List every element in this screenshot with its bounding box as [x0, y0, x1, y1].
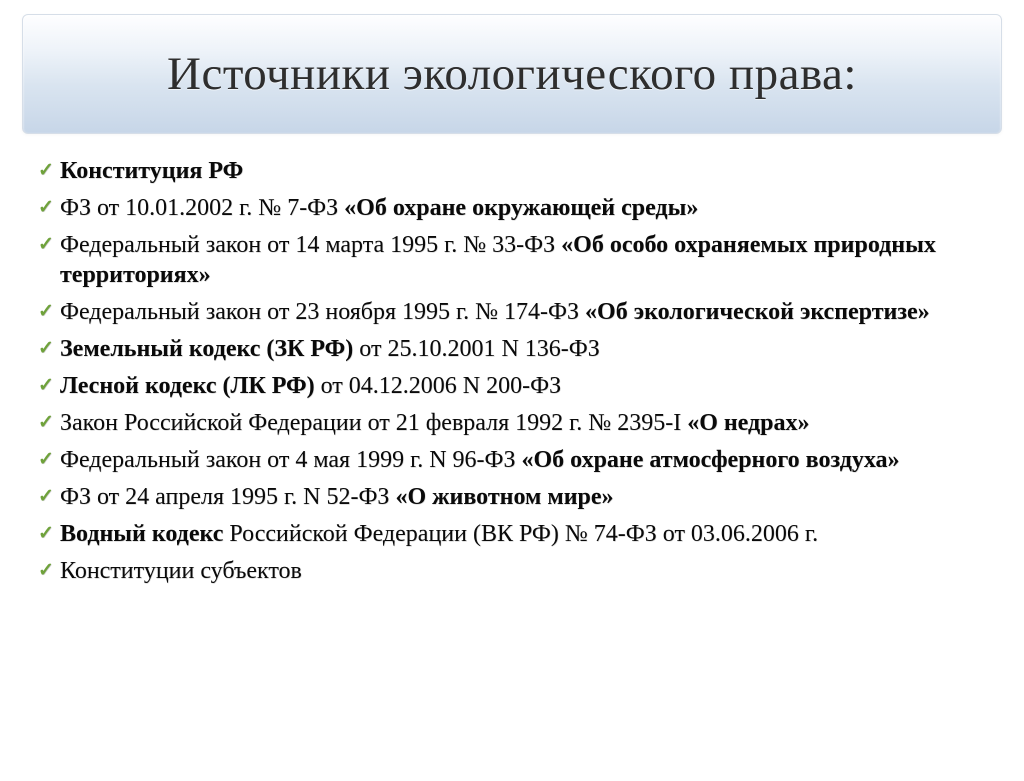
bold-segment: Конституция РФ [60, 158, 243, 184]
plain-segment: ФЗ от 10.01.2002 г. № 7-ФЗ [60, 195, 344, 221]
list-item-text: ФЗ от 10.01.2002 г. № 7-ФЗ «Об охране ок… [60, 193, 698, 223]
list-item-text: Федеральный закон от 4 мая 1999 г. N 96-… [60, 445, 900, 475]
list-item: ✓Земельный кодекс (ЗК РФ) от 25.10.2001 … [38, 334, 986, 364]
bold-segment: Водный кодекс [60, 521, 223, 547]
check-icon: ✓ [38, 156, 60, 186]
content-list: ✓Конституция РФ✓ФЗ от 10.01.2002 г. № 7-… [0, 134, 1024, 586]
title-bar: Источники экологического права: [22, 14, 1002, 134]
list-item-text: Конституция РФ [60, 156, 243, 186]
list-item-text: Лесной кодекс (ЛК РФ) от 04.12.2006 N 20… [60, 371, 561, 401]
list-item: ✓ФЗ от 10.01.2002 г. № 7-ФЗ «Об охране о… [38, 193, 986, 223]
list-item: ✓Конституции субъектов [38, 556, 986, 586]
plain-segment: от 25.10.2001 N 136-ФЗ [353, 336, 599, 362]
bold-segment: «Об охране атмосферного воздуха» [522, 447, 900, 473]
plain-segment: Федеральный закон от 23 ноября 1995 г. №… [60, 299, 585, 325]
list-item: ✓Водный кодекс Российской Федерации (ВК … [38, 519, 986, 549]
bold-segment: «О недрах» [687, 410, 809, 436]
list-item-text: Водный кодекс Российской Федерации (ВК Р… [60, 519, 818, 549]
list-item-text: Земельный кодекс (ЗК РФ) от 25.10.2001 N… [60, 334, 600, 364]
check-icon: ✓ [38, 482, 60, 512]
plain-segment: ФЗ от 24 апреля 1995 г. N 52-ФЗ [60, 484, 395, 510]
plain-segment: Конституции субъектов [60, 558, 302, 584]
page-title: Источники экологического права: [167, 47, 857, 101]
check-icon: ✓ [38, 556, 60, 586]
list-item-text: Федеральный закон от 23 ноября 1995 г. №… [60, 297, 930, 327]
list-item-text: ФЗ от 24 апреля 1995 г. N 52-ФЗ «О живот… [60, 482, 614, 512]
plain-segment: Федеральный закон от 4 мая 1999 г. N 96-… [60, 447, 522, 473]
bold-segment: «О животном мире» [395, 484, 613, 510]
bold-segment: «Об охране окружающей среды» [344, 195, 698, 221]
plain-segment: Российской Федерации (ВК РФ) № 74-ФЗ от … [223, 521, 818, 547]
plain-segment: от 04.12.2006 N 200-ФЗ [315, 373, 561, 399]
check-icon: ✓ [38, 519, 60, 549]
check-icon: ✓ [38, 371, 60, 401]
list-item-text: Конституции субъектов [60, 556, 302, 586]
check-icon: ✓ [38, 334, 60, 364]
list-item: ✓ФЗ от 24 апреля 1995 г. N 52-ФЗ «О живо… [38, 482, 986, 512]
list-item: ✓Федеральный закон от 23 ноября 1995 г. … [38, 297, 986, 327]
list-item: ✓Конституция РФ [38, 156, 986, 186]
check-icon: ✓ [38, 297, 60, 327]
check-icon: ✓ [38, 445, 60, 475]
bold-segment: «Об экологической экспертизе» [585, 299, 930, 325]
bold-segment: Лесной кодекс (ЛК РФ) [60, 373, 315, 399]
list-item-text: Закон Российской Федерации от 21 февраля… [60, 408, 810, 438]
list-item: ✓Закон Российской Федерации от 21 феврал… [38, 408, 986, 438]
list-item-text: Федеральный закон от 14 марта 1995 г. № … [60, 230, 986, 290]
list-item: ✓Федеральный закон от 4 мая 1999 г. N 96… [38, 445, 986, 475]
list-item: ✓Лесной кодекс (ЛК РФ) от 04.12.2006 N 2… [38, 371, 986, 401]
plain-segment: Федеральный закон от 14 марта 1995 г. № … [60, 232, 561, 258]
plain-segment: Закон Российской Федерации от 21 февраля… [60, 410, 687, 436]
bold-segment: Земельный кодекс (ЗК РФ) [60, 336, 353, 362]
check-icon: ✓ [38, 193, 60, 223]
list-item: ✓Федеральный закон от 14 марта 1995 г. №… [38, 230, 986, 290]
check-icon: ✓ [38, 408, 60, 438]
check-icon: ✓ [38, 230, 60, 260]
